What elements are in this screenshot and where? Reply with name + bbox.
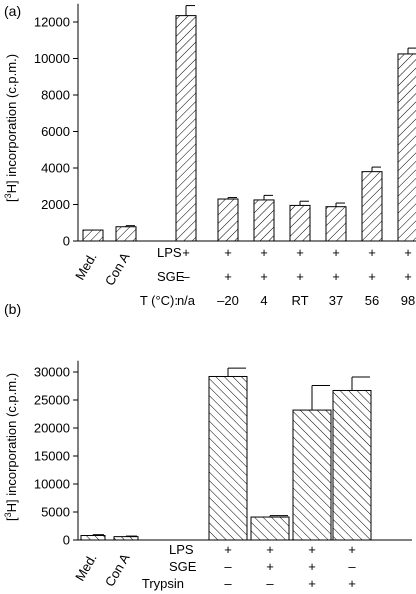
bar <box>397 53 416 242</box>
control-label: Con A <box>102 250 133 288</box>
bar <box>325 206 347 242</box>
y-tick-label: 15000 <box>34 449 70 464</box>
bar <box>332 389 372 541</box>
bar <box>361 171 383 242</box>
y-axis-label-sup: 3 <box>3 193 13 198</box>
condition-mark: + <box>332 245 340 260</box>
condition-mark: 37 <box>329 293 343 308</box>
condition-mark: + <box>368 245 376 260</box>
condition-mark: + <box>308 542 316 557</box>
bar <box>208 375 248 541</box>
y-tick-label: 0 <box>63 533 70 548</box>
condition-mark: + <box>308 559 316 574</box>
y-tick-label: 10000 <box>34 477 70 492</box>
condition-mark: + <box>260 245 268 260</box>
condition-mark: + <box>348 576 356 591</box>
y-tick-label: 25000 <box>34 393 70 408</box>
control-bar <box>80 535 106 541</box>
condition-mark: + <box>260 269 268 284</box>
y-tick-label: 30000 <box>34 365 70 380</box>
panel-b: (b) 0 5000 10000 15000 20000 25000 30000 [3H] in… <box>3 301 412 591</box>
panel-label: (a) <box>4 3 21 19</box>
control-label: Med. <box>72 250 99 283</box>
condition-mark: + <box>266 542 274 557</box>
condition-mark: + <box>404 269 412 284</box>
y-tick-label: 20000 <box>34 421 70 436</box>
row-label: Trypsin <box>142 576 184 591</box>
panel-a: (a) 0 2000 4000 6000 8000 10000 12000 [3H] incor… <box>3 3 416 308</box>
y-tick-label: 4000 <box>41 161 70 176</box>
condition-mark: + <box>224 542 232 557</box>
condition-mark: 98 <box>401 293 415 308</box>
bar <box>250 516 290 541</box>
condition-mark: – <box>224 559 232 574</box>
condition-mark: + <box>224 245 232 260</box>
bar <box>253 199 275 242</box>
condition-mark: + <box>368 269 376 284</box>
condition-mark: + <box>308 576 316 591</box>
row-label: SGE <box>169 559 197 574</box>
bar <box>289 204 311 242</box>
condition-mark: + <box>224 269 232 284</box>
condition-mark: + <box>296 245 304 260</box>
condition-mark: + <box>404 245 412 260</box>
condition-mark: + <box>182 245 190 260</box>
condition-mark: – <box>266 576 274 591</box>
row-label: LPS <box>157 245 182 260</box>
condition-mark: + <box>348 542 356 557</box>
control-bar <box>115 226 137 242</box>
control-bar <box>82 229 104 242</box>
control-bar <box>113 536 139 541</box>
condition-mark: 56 <box>365 293 379 308</box>
y-axis-label: [3H] incorporation (c.p.m.) <box>3 373 19 521</box>
control-label: Con A <box>102 551 133 589</box>
y-axis-label: [3H] incorporation (c.p.m.) <box>3 54 19 202</box>
condition-mark: –20 <box>217 293 239 308</box>
condition-mark: RT <box>291 293 308 308</box>
condition-mark: + <box>332 269 340 284</box>
y-tick-label: 6000 <box>41 124 70 139</box>
control-label: Med. <box>72 551 99 584</box>
panel-label: (b) <box>4 301 21 317</box>
row-label: SGE <box>157 269 185 284</box>
y-axis-label-rest: H] incorporation (c.p.m.) <box>4 373 19 512</box>
condition-mark: – <box>348 559 356 574</box>
row-label: T (°C): <box>140 293 178 308</box>
row-label: LPS <box>169 542 194 557</box>
y-axis-label-open: [ <box>4 517 19 521</box>
y-axis-label-rest: H] incorporation (c.p.m.) <box>4 54 19 193</box>
condition-mark: + <box>296 269 304 284</box>
condition-mark: – <box>182 269 190 284</box>
y-tick-label: 2000 <box>41 197 70 212</box>
y-tick-label: 5000 <box>41 505 70 520</box>
y-tick-label: 0 <box>63 234 70 249</box>
y-tick-label: 10000 <box>34 51 70 66</box>
y-axis-label-open: [ <box>4 198 19 202</box>
y-tick-label: 12000 <box>34 15 70 30</box>
condition-mark: n/a <box>177 293 196 308</box>
bar <box>217 198 239 242</box>
condition-mark: 4 <box>260 293 267 308</box>
condition-mark: – <box>224 576 232 591</box>
condition-mark: + <box>266 559 274 574</box>
bar <box>292 409 332 541</box>
y-tick-label: 8000 <box>41 88 70 103</box>
y-axis-label-sup: 3 <box>3 512 13 517</box>
bar <box>175 15 197 242</box>
